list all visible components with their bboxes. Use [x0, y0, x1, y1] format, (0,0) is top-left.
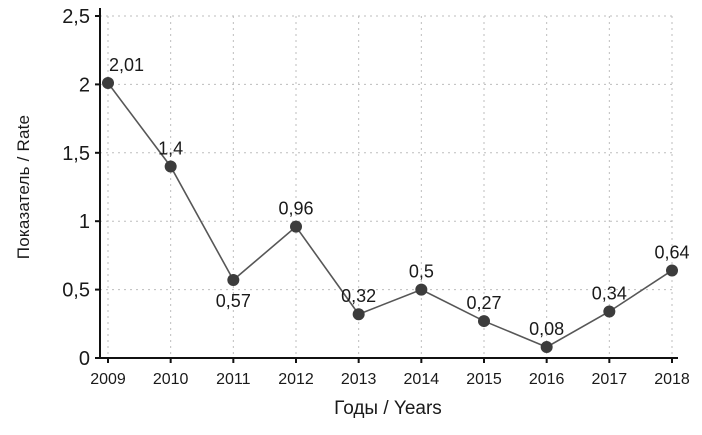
x-tick-label: 2013: [341, 371, 377, 388]
point-label: 1,4: [158, 138, 183, 158]
point-label: 0,27: [466, 293, 501, 313]
data-point: [540, 341, 553, 354]
data-point: [415, 283, 428, 296]
point-label: 0,34: [592, 283, 627, 303]
y-axis-title: Показатель / Rate: [14, 114, 33, 260]
x-axis-title: Годы / Years: [334, 398, 442, 419]
data-line: [107, 82, 673, 348]
x-tick-label: 2009: [90, 371, 126, 388]
x-tick-label: 2011: [216, 371, 251, 388]
data-point: [352, 308, 365, 321]
y-tick-label: 1,5: [62, 143, 90, 165]
point-label: 0,57: [216, 291, 251, 311]
point-label: 2,01: [109, 55, 144, 75]
point-label: 0,08: [529, 319, 564, 339]
data-point: [227, 274, 240, 287]
data-point: [478, 315, 490, 328]
x-tick-label: 2012: [278, 371, 314, 388]
point-label: 0,5: [409, 262, 434, 282]
x-tick-label: 2018: [654, 371, 690, 388]
data-point: [666, 264, 678, 277]
x-tick-label: 2010: [153, 371, 189, 388]
x-tick-label: 2016: [529, 371, 565, 388]
point-label: 0,64: [654, 242, 689, 262]
x-tick-label: 2015: [466, 371, 502, 388]
data-point: [102, 77, 114, 90]
x-tick-label: 2017: [592, 371, 628, 388]
y-tick-label: 0: [79, 348, 90, 370]
point-label: 0,96: [278, 199, 313, 219]
data-point: [290, 220, 302, 233]
y-tick-label: 2,5: [62, 6, 90, 28]
x-tick-label: 2014: [404, 371, 440, 388]
data-point: [603, 305, 616, 318]
y-tick-label: 1: [79, 211, 90, 233]
y-tick-label: 0,5: [62, 280, 90, 302]
point-label: 0,32: [341, 286, 376, 306]
data-point: [164, 160, 177, 173]
y-tick-label: 2: [79, 74, 90, 96]
